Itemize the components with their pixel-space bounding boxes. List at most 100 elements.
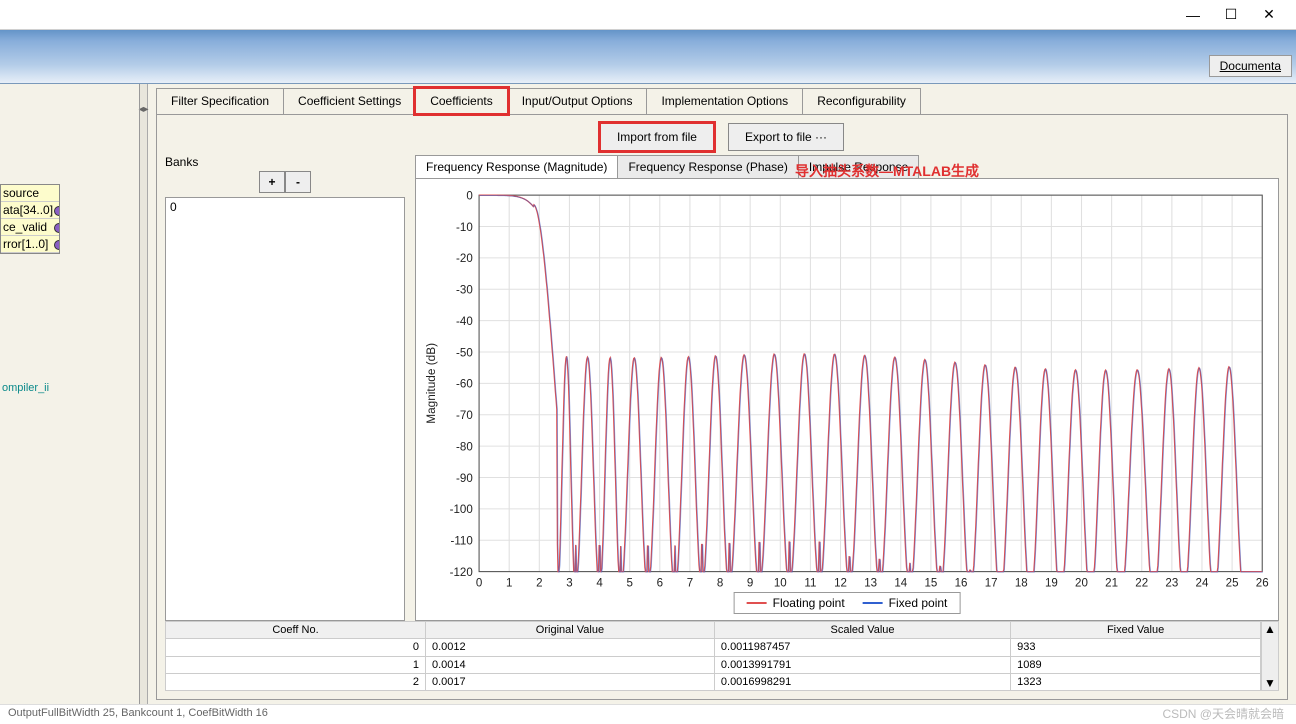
svg-text:3: 3 [566,577,572,590]
svg-text:12: 12 [834,577,847,590]
svg-text:21: 21 [1105,577,1118,590]
legend-line-icon [747,602,767,604]
chart-area: -120-110-100-90-80-70-60-50-40-30-20-100… [415,178,1279,621]
svg-text:24: 24 [1196,577,1209,590]
svg-text:4: 4 [596,577,603,590]
tab-coefficients[interactable]: Coefficients [415,88,507,114]
banks-list[interactable]: 0 [165,197,405,621]
response-tab-1[interactable]: Frequency Response (Phase) [617,155,798,179]
svg-text:-110: -110 [450,534,473,547]
chart-legend: Floating point Fixed point [734,592,961,614]
block-row: rror[1..0] [1,236,59,253]
export-to-file-button[interactable]: Export to file ··· [728,123,844,151]
block-row: source [1,185,59,202]
table-scrollbar[interactable]: ▲▼ [1261,621,1279,691]
right-pane: Filter SpecificationCoefficient Settings… [148,84,1296,704]
svg-text:-60: -60 [456,378,473,391]
svg-text:Magnitude (dB): Magnitude (dB) [425,343,438,424]
close-button[interactable]: ✕ [1250,3,1288,27]
tab-filter-specification[interactable]: Filter Specification [156,88,284,114]
mid-row: Banks + - 0 Frequency Response (Magnitud… [165,155,1279,621]
coeff-table-area: Coeff No.Original ValueScaled ValueFixed… [165,621,1279,691]
svg-text:7: 7 [687,577,693,590]
svg-text:-50: -50 [456,346,473,359]
table-header: Coeff No. [166,622,426,639]
import-from-file-button[interactable]: Import from file [600,123,714,151]
scroll-down-icon[interactable]: ▼ [1264,676,1276,690]
left-pane: source ata[34..0] ce_valid rror[1..0] om… [0,84,140,704]
pane-splitter[interactable]: ◂▸ [140,84,148,704]
svg-text:11: 11 [804,577,816,590]
compiler-label: ompiler_ii [2,382,49,394]
frequency-response-chart: -120-110-100-90-80-70-60-50-40-30-20-100… [416,179,1278,620]
main-tabs: Filter SpecificationCoefficient Settings… [156,88,1288,115]
svg-text:6: 6 [657,577,663,590]
banks-label: Banks [165,155,405,169]
svg-text:26: 26 [1256,577,1269,590]
status-bar: OutputFullBitWidth 25, Bankcount 1, Coef… [0,704,1296,724]
banks-buttons: + - [165,171,405,193]
tab-implementation-options[interactable]: Implementation Options [646,88,803,114]
svg-text:-30: -30 [456,283,473,296]
legend-label: Floating point [773,596,845,610]
svg-text:-100: -100 [450,503,474,516]
add-bank-button[interactable]: + [259,171,285,193]
svg-text:14: 14 [894,577,907,590]
table-row[interactable]: 10.00140.00139917911089 [166,656,1261,673]
svg-text:13: 13 [864,577,877,590]
svg-text:15: 15 [924,577,937,590]
documentation-label: Documenta [1220,59,1281,73]
watermark-text: CSDN @天会晴就会暗 [1162,705,1284,722]
svg-text:-120: -120 [450,566,474,579]
coefficients-table[interactable]: Coeff No.Original ValueScaled ValueFixed… [165,621,1261,691]
svg-text:2: 2 [536,577,542,590]
block-row: ce_valid [1,219,59,236]
legend-fixed-point: Fixed point [863,596,948,610]
block-row: ata[34..0] [1,202,59,219]
window-titlebar: — ☐ ✕ [0,0,1296,30]
banks-column: Banks + - 0 [165,155,405,621]
svg-text:-80: -80 [456,440,473,453]
legend-floating-point: Floating point [747,596,845,610]
svg-text:-40: -40 [456,315,473,328]
svg-text:1: 1 [506,577,512,590]
svg-text:-70: -70 [456,409,473,422]
table-header: Fixed Value [1011,622,1261,639]
chart-column: Frequency Response (Magnitude)Frequency … [415,155,1279,621]
response-tab-0[interactable]: Frequency Response (Magnitude) [415,155,618,179]
legend-line-icon [863,602,883,604]
svg-text:5: 5 [626,577,633,590]
import-export-row: Import from file Export to file ··· 导入抽头… [165,123,1279,151]
svg-text:18: 18 [1015,577,1028,590]
svg-text:-90: -90 [456,472,473,485]
tab-reconfigurability[interactable]: Reconfigurability [802,88,921,114]
svg-text:16: 16 [955,577,968,590]
svg-text:0: 0 [466,189,473,202]
svg-text:-20: -20 [456,252,473,265]
block-symbol-fragment: source ata[34..0] ce_valid rror[1..0] [0,184,60,254]
svg-text:19: 19 [1045,577,1058,590]
bank-item[interactable]: 0 [170,200,400,214]
remove-bank-button[interactable]: - [285,171,311,193]
ribbon-bar: Documenta [0,30,1296,84]
tab-input-output-options[interactable]: Input/Output Options [507,88,648,114]
svg-text:25: 25 [1226,577,1239,590]
documentation-button[interactable]: Documenta [1209,55,1292,77]
svg-text:-10: -10 [456,221,473,234]
coefficients-panel: Import from file Export to file ··· 导入抽头… [156,115,1288,700]
table-row[interactable]: 00.00120.0011987457933 [166,639,1261,656]
table-header: Original Value [426,622,715,639]
scroll-up-icon[interactable]: ▲ [1264,622,1276,636]
svg-text:20: 20 [1075,577,1088,590]
svg-text:23: 23 [1165,577,1178,590]
svg-text:10: 10 [774,577,787,590]
legend-label: Fixed point [889,596,948,610]
maximize-button[interactable]: ☐ [1212,3,1250,27]
minimize-button[interactable]: — [1174,3,1212,27]
svg-text:8: 8 [717,577,723,590]
table-row[interactable]: 20.00170.00169982911323 [166,673,1261,690]
svg-text:17: 17 [985,577,998,590]
tab-coefficient-settings[interactable]: Coefficient Settings [283,88,416,114]
svg-text:9: 9 [747,577,753,590]
main-area: source ata[34..0] ce_valid rror[1..0] om… [0,84,1296,704]
